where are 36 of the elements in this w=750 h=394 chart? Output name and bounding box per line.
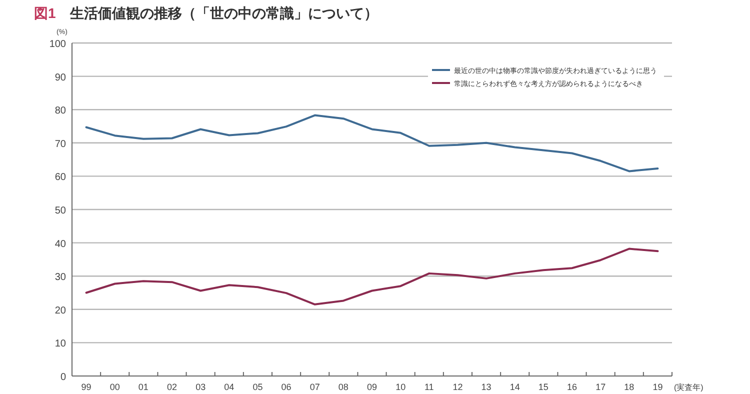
x-tick-label: 07 [310, 382, 320, 392]
x-tick-label: 12 [452, 382, 463, 392]
x-tick-label: 14 [510, 382, 520, 392]
y-tick-label: 70 [54, 138, 66, 150]
x-tick-label: 13 [481, 382, 492, 392]
x-tick-label: 11 [424, 382, 434, 392]
y-tick-label: 50 [54, 206, 66, 216]
y-tick-label: 40 [54, 238, 66, 250]
x-tick-label: 16 [566, 382, 578, 392]
x-tick-label: 17 [596, 382, 606, 392]
line-series [85, 248, 659, 306]
y-tick-label: 10 [54, 338, 66, 350]
x-tick-label: 05 [252, 382, 263, 392]
y-tick-label: 100 [49, 39, 66, 50]
y-tick-label: 0 [60, 372, 66, 383]
x-tick-label: 08 [338, 382, 348, 392]
x-tick-label: 09 [366, 382, 378, 392]
x-tick-label: 01 [138, 382, 148, 392]
x-tick-label: 06 [281, 382, 292, 392]
x-tick-label: 02 [166, 382, 178, 392]
x-tick-label: 04 [224, 382, 234, 392]
x-tick-label: 00 [110, 382, 120, 392]
chart-title: 図1 生活価値観の推移（「世の中の常識」について） [34, 5, 378, 21]
x-tick-label: 15 [538, 382, 548, 392]
y-tick-label: 60 [54, 172, 66, 184]
y-tick-label: 30 [54, 272, 66, 284]
x-axis-title: (実査年) [674, 383, 704, 392]
x-tick-label: 19 [652, 382, 663, 392]
x-tick-label: 18 [624, 382, 634, 392]
x-tick-label: 10 [396, 382, 406, 392]
y-tick-label: 20 [54, 305, 66, 316]
x-tick-label: 99 [81, 382, 92, 392]
y-tick-label: 90 [54, 72, 66, 84]
x-tick-label: 03 [196, 382, 206, 392]
line-series [85, 114, 659, 172]
y-tick-label: 80 [54, 106, 66, 117]
